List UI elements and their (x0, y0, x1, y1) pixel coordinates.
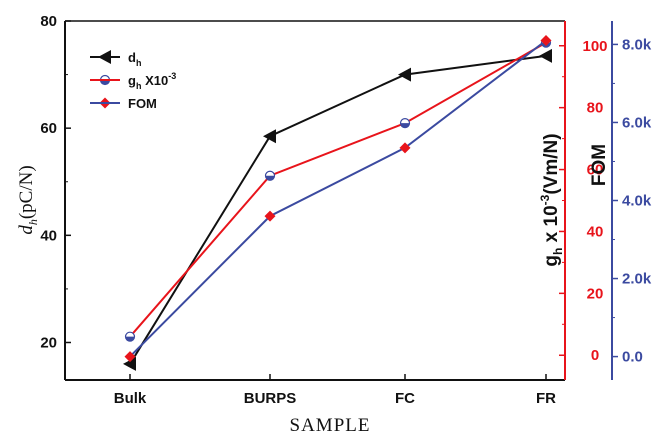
right-gh-tick-label: 100 (582, 38, 607, 55)
axes-layer: 20 40 60 80 0 20 40 60 80 100 0.0 2.0k 4.0k 6.0k 8.0k B… (16, 13, 652, 436)
right-gh-label-mid: x 10 (541, 205, 562, 247)
legend-label: gh X10-3 (128, 71, 176, 91)
right-fom-axis-label: FOM (589, 144, 610, 186)
fom-marker (124, 351, 136, 363)
gh-marker-fill (400, 123, 410, 128)
right-gh-tick-label: 80 (587, 100, 604, 117)
gh-marker-fill (125, 336, 135, 342)
left-tick-label: 20 (40, 334, 57, 351)
right-gh-label-main: g (541, 255, 562, 267)
legend-label: FOM (128, 96, 157, 111)
right-fom-tick-label: 6.0k (622, 114, 652, 131)
fom-line (129, 39, 547, 358)
left-axis-label-unit: (pC/N) (16, 165, 37, 219)
x-tick-label: FR (536, 390, 556, 407)
lines-layer (129, 39, 547, 365)
right-gh-tick-label: 60 (587, 162, 604, 179)
left-axis-label-main: d (16, 225, 37, 235)
legend-label-sub: h (136, 81, 142, 91)
fom-marker (540, 35, 552, 47)
legend-label-rest: X10 (141, 73, 168, 88)
right-gh-tick-label: 40 (587, 223, 604, 240)
dh-marker (539, 48, 552, 63)
right-fom-tick-label: 2.0k (622, 271, 652, 288)
gh-marker-fill (100, 80, 110, 85)
left-axis-label-sub: h (26, 219, 40, 225)
x-axis-label: SAMPLE (290, 415, 371, 436)
x-tick-label: FC (395, 390, 415, 407)
legend-label-main: d (128, 50, 136, 65)
right-gh-tick-label: 20 (587, 285, 604, 302)
legend-label-sub: h (136, 58, 142, 68)
x-tick-label: BURPS (244, 390, 297, 407)
gh-marker-fill (265, 175, 275, 181)
dh-line (129, 54, 547, 365)
fom-marker (399, 142, 411, 154)
right-gh-label-sup: -3 (538, 194, 552, 205)
legend-label: dh (128, 50, 141, 68)
legend-label-main: FOM (128, 96, 157, 111)
left-tick-label: 60 (40, 120, 57, 137)
right-fom-tick-label: 0.0 (622, 349, 643, 366)
left-axis-label: dh(pC/N) (16, 165, 40, 234)
right-gh-label-unit: (Vm/N) (541, 133, 562, 194)
right-fom-tick-label: 4.0k (622, 193, 652, 210)
dh-marker (123, 356, 136, 371)
fom-marker (264, 210, 276, 222)
legend-label-main: g (128, 73, 136, 88)
right-gh-tick-label: 0 (591, 347, 599, 364)
dh-marker (263, 129, 276, 144)
dh-marker (398, 67, 411, 82)
markers-layer (98, 35, 552, 371)
right-gh-axis-label: gh x 10-3(Vm/N) (538, 133, 565, 266)
left-tick-label: 80 (40, 13, 57, 30)
gh-line (129, 41, 547, 338)
x-tick-label: Bulk (114, 390, 147, 407)
legend-label-sup: -3 (168, 71, 176, 81)
right-gh-label-sub: h (551, 248, 565, 255)
right-fom-tick-label: 8.0k (622, 36, 652, 53)
left-tick-label: 40 (40, 227, 57, 244)
